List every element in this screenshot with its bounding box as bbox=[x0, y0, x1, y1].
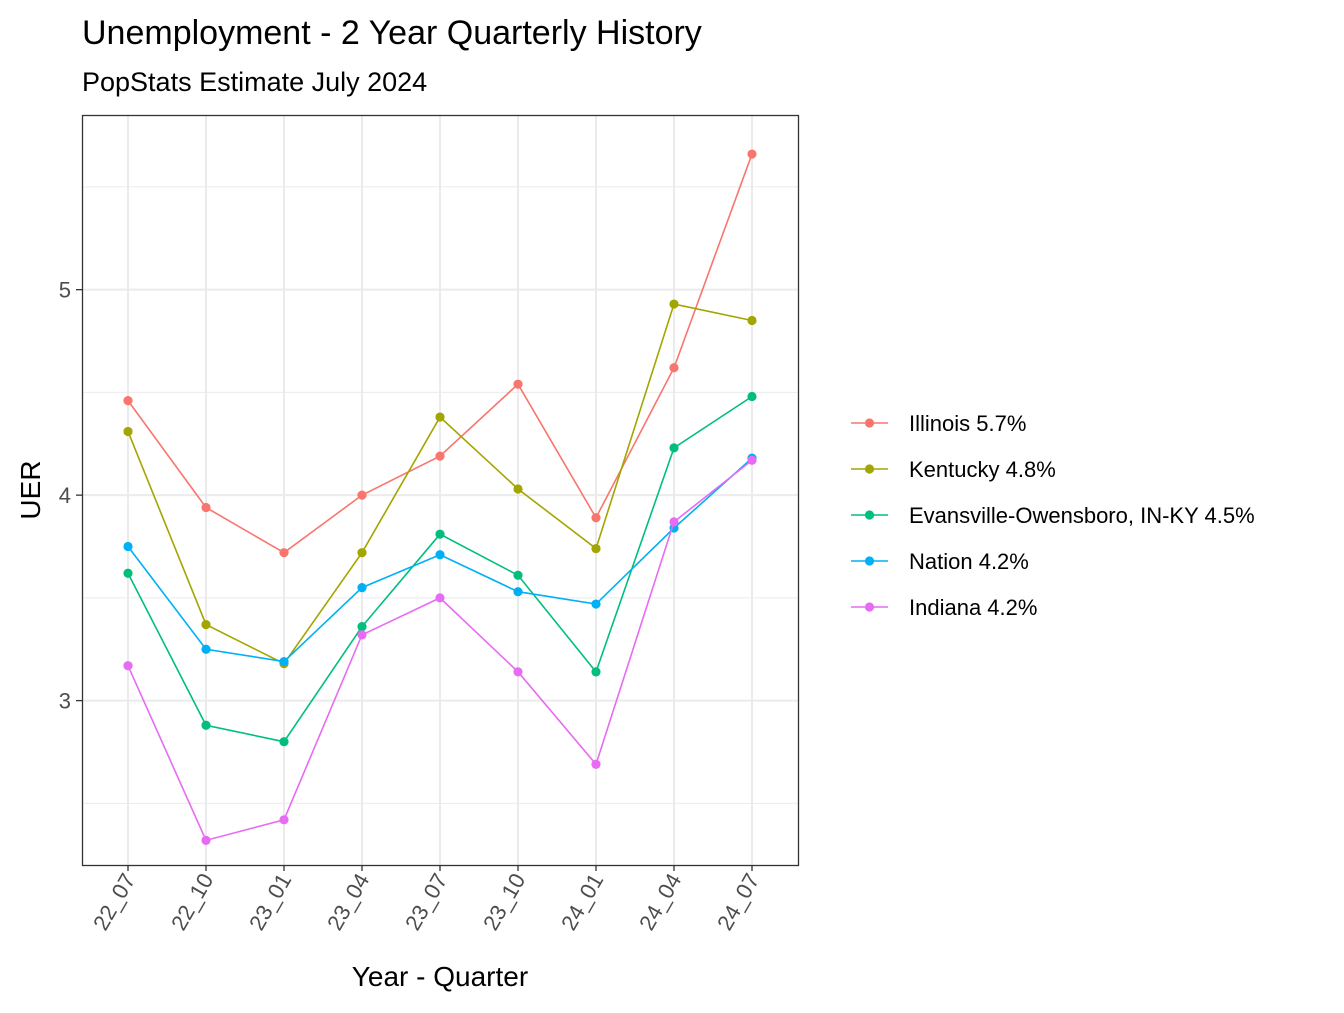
legend-label: Nation 4.2% bbox=[909, 549, 1029, 574]
x-tick-label: 23_07 bbox=[400, 869, 452, 934]
data-point bbox=[123, 568, 133, 578]
series-3 bbox=[123, 391, 757, 747]
data-point bbox=[279, 656, 289, 667]
data-point bbox=[357, 622, 367, 632]
legend-item: Illinois 5.7% bbox=[851, 411, 1026, 436]
x-tick-label: 24_01 bbox=[556, 869, 608, 934]
x-tick-label: 24_04 bbox=[634, 869, 686, 934]
legend: Illinois 5.7% Kentucky 4.8% Evansville-Owe… bbox=[851, 411, 1255, 620]
legend-key-point bbox=[864, 510, 875, 520]
data-point bbox=[357, 583, 367, 593]
legend-label: Evansville-Owensboro, IN-KY 4.5% bbox=[909, 503, 1255, 528]
data-point bbox=[669, 517, 679, 527]
data-point bbox=[669, 363, 679, 373]
data-point bbox=[591, 543, 601, 554]
y-axis-title: UER bbox=[15, 460, 46, 519]
legend-label: Indiana 4.2% bbox=[909, 595, 1037, 620]
x-tick-label: 23_04 bbox=[322, 869, 374, 934]
data-point bbox=[513, 667, 523, 677]
data-point bbox=[435, 529, 445, 539]
data-point bbox=[591, 667, 601, 677]
legend-label: Illinois 5.7% bbox=[909, 411, 1026, 436]
legend-item: Evansville-Owensboro, IN-KY 4.5% bbox=[851, 503, 1255, 528]
chart-title: Unemployment - 2 Year Quarterly History bbox=[82, 14, 702, 52]
legend-item: Indiana 4.2% bbox=[851, 595, 1037, 620]
legend-label: Kentucky 4.8% bbox=[909, 457, 1056, 482]
data-point bbox=[123, 661, 133, 671]
data-point bbox=[123, 426, 133, 437]
data-point bbox=[123, 396, 133, 406]
data-point bbox=[669, 299, 679, 309]
legend-item: Nation 4.2% bbox=[851, 549, 1029, 574]
data-point bbox=[435, 451, 445, 461]
data-point bbox=[747, 149, 757, 159]
data-point bbox=[747, 391, 757, 402]
data-point bbox=[513, 484, 523, 494]
data-point bbox=[123, 541, 133, 552]
data-point bbox=[435, 550, 445, 560]
data-point bbox=[279, 548, 289, 558]
x-axis-title: Year - Quarter bbox=[352, 961, 528, 992]
data-point bbox=[357, 630, 367, 640]
legend-key-point bbox=[864, 418, 875, 428]
data-point bbox=[357, 548, 367, 558]
legend-key-point bbox=[864, 464, 875, 474]
data-point bbox=[435, 593, 445, 603]
series-5 bbox=[123, 455, 757, 845]
legend-key-point bbox=[864, 556, 875, 566]
series-1 bbox=[123, 149, 757, 558]
x-tick-label: 23_10 bbox=[478, 869, 530, 934]
chart-subtitle: PopStats Estimate July 2024 bbox=[82, 67, 427, 97]
data-point bbox=[201, 835, 211, 845]
data-point bbox=[201, 720, 211, 730]
data-point bbox=[279, 815, 289, 825]
legend-item: Kentucky 4.8% bbox=[851, 457, 1056, 482]
data-point bbox=[591, 513, 601, 523]
series-4 bbox=[123, 453, 757, 667]
data-point bbox=[513, 587, 523, 597]
data-point bbox=[201, 619, 211, 630]
data-point bbox=[747, 455, 757, 465]
data-point bbox=[591, 759, 601, 769]
x-axis: 22_07 22_10 23_01 23_04 23_07 23_10 24_01 24_04… bbox=[88, 865, 764, 934]
data-point bbox=[201, 644, 211, 654]
y-axis: 3 4 5 bbox=[59, 278, 82, 714]
x-tick-label: 22_07 bbox=[88, 869, 140, 934]
data-point bbox=[669, 443, 679, 453]
series-2 bbox=[123, 299, 757, 669]
data-point bbox=[747, 315, 757, 326]
legend-key-point bbox=[864, 602, 875, 612]
grid-major bbox=[82, 115, 798, 865]
data-point bbox=[201, 502, 211, 513]
x-tick-label: 22_10 bbox=[166, 869, 218, 934]
data-point bbox=[513, 379, 523, 389]
y-tick-label: 5 bbox=[59, 278, 71, 303]
y-tick-label: 3 bbox=[59, 689, 71, 714]
data-point bbox=[513, 570, 523, 580]
data-point bbox=[279, 737, 289, 747]
x-tick-label: 24_07 bbox=[712, 869, 764, 934]
data-point bbox=[591, 599, 601, 609]
data-point bbox=[435, 412, 445, 422]
x-tick-label: 23_01 bbox=[244, 869, 296, 934]
data-point bbox=[357, 490, 367, 500]
y-tick-label: 4 bbox=[59, 483, 71, 508]
series-layer bbox=[123, 149, 757, 845]
